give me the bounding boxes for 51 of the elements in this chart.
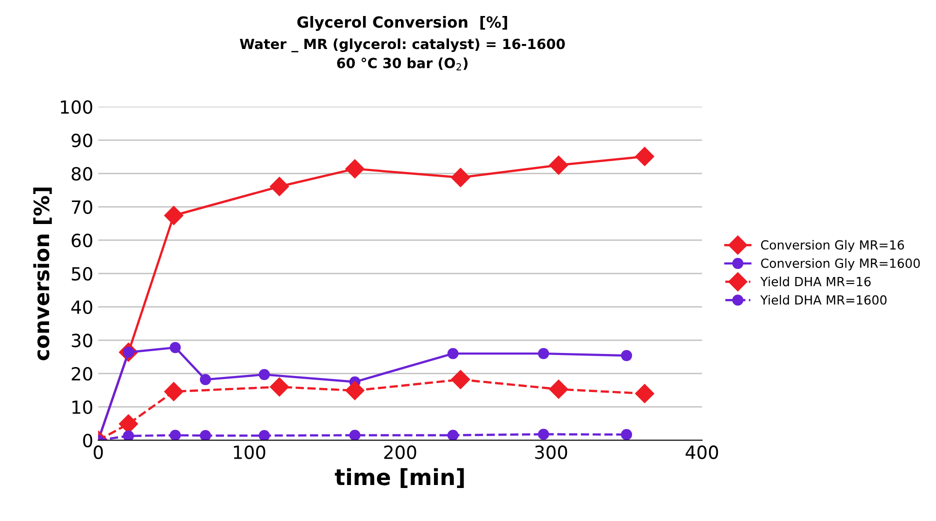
y-axis-title: conversion [%] bbox=[33, 188, 52, 360]
point bbox=[170, 342, 181, 354]
y-tick-label: 100 bbox=[60, 100, 92, 114]
point bbox=[122, 430, 134, 440]
x-tick-label: 200 bbox=[384, 445, 416, 460]
point bbox=[170, 430, 181, 440]
x-tick-label: 300 bbox=[535, 445, 568, 460]
y-tick-label: 30 bbox=[72, 334, 92, 348]
point bbox=[635, 146, 654, 166]
point bbox=[620, 429, 632, 440]
point bbox=[164, 382, 184, 402]
point bbox=[635, 384, 654, 404]
legend-label: Yield DHA MR=1600 bbox=[760, 295, 887, 305]
point bbox=[549, 156, 568, 175]
y-tick-label: 80 bbox=[72, 166, 92, 181]
x-tick-label: 0 bbox=[94, 445, 103, 460]
legend-label: Conversion Gly MR=1600 bbox=[761, 258, 920, 270]
point bbox=[349, 430, 360, 440]
point bbox=[200, 374, 211, 386]
point bbox=[200, 430, 211, 440]
point bbox=[270, 176, 289, 196]
point bbox=[538, 348, 550, 360]
point bbox=[549, 380, 568, 399]
point bbox=[345, 159, 364, 178]
y-tick-label: 60 bbox=[72, 234, 92, 248]
y-tick-label: 70 bbox=[72, 200, 92, 214]
x-axis-title: time [min] bbox=[334, 468, 464, 488]
point bbox=[270, 377, 289, 396]
point bbox=[450, 370, 470, 390]
y-tick-label: 50 bbox=[72, 266, 92, 281]
y-tick-label: 90 bbox=[72, 134, 92, 148]
point bbox=[118, 414, 138, 434]
chart-title: Glycerol Conversion [%] bbox=[297, 16, 508, 31]
point bbox=[258, 430, 270, 440]
point bbox=[447, 348, 459, 360]
y-tick-label: 0 bbox=[83, 434, 92, 448]
point bbox=[345, 381, 364, 400]
point bbox=[258, 369, 270, 380]
point bbox=[620, 350, 632, 362]
y-tick-label: 20 bbox=[72, 367, 92, 381]
y-tick-label: 40 bbox=[71, 300, 92, 314]
legend-label: Conversion Gly MR=16 bbox=[761, 240, 904, 252]
chart-subtitle: Water _ MR (glycerol: catalyst) = 16-1600 60 °C 30 bar (O$_{2}$) bbox=[240, 38, 565, 70]
point bbox=[450, 168, 470, 188]
point bbox=[538, 428, 550, 440]
point bbox=[164, 206, 184, 226]
y-tick-label: 10 bbox=[72, 400, 92, 414]
x-tick-label: 400 bbox=[686, 445, 718, 460]
legend-label: Yield DHA MR=16 bbox=[760, 276, 871, 286]
x-tick-label: 100 bbox=[234, 445, 266, 460]
point bbox=[447, 430, 459, 440]
